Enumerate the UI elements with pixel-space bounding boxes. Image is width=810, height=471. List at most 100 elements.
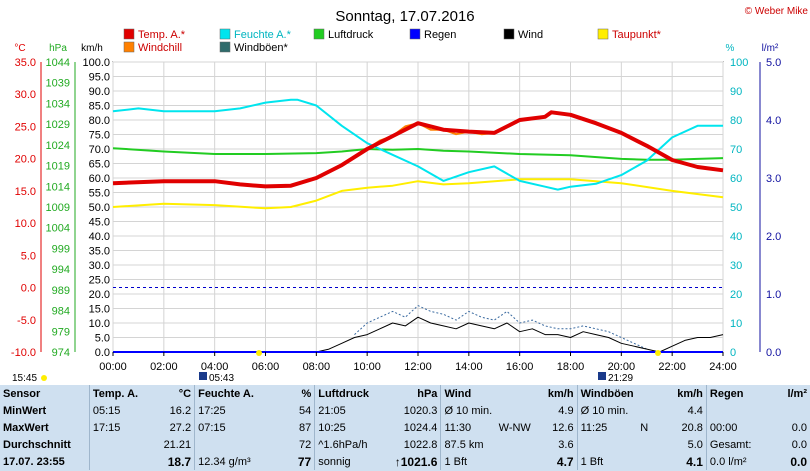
wind-axis-tick-9: 55.0 <box>89 188 110 200</box>
wind-axis-tick-1: 95.0 <box>89 72 110 84</box>
legend-swatch-3 <box>409 28 421 40</box>
stats-body: MinWert 05:15 16.2 17:25 54 21:05 1020.3 Ø 10 m… <box>0 402 810 470</box>
temp-axis-tick-4: 15.0 <box>15 186 36 198</box>
stats-cell-11 <box>637 436 663 453</box>
stats-cell-5: 10:25 <box>314 419 382 436</box>
hdr-press: Luftdruck <box>314 385 382 402</box>
weather-chart: Sonntag, 17.07.2016 © Weber Mike Temp. A… <box>10 6 809 384</box>
x-tick-11: 22:00 <box>658 361 686 373</box>
temp-axis-tick-8: -5.0 <box>17 315 36 327</box>
sun-dot-chart <box>256 350 262 356</box>
stats-cell-3: 07:15 <box>194 419 272 436</box>
stats-cell-9: 3.6 <box>558 438 574 451</box>
stats-cell-10 <box>576 436 638 453</box>
x-tick-8: 16:00 <box>506 361 534 373</box>
series-wind <box>113 316 724 353</box>
stats-row: MinWert 05:15 16.2 17:25 54 21:05 1020.3 Ø 10 m… <box>0 402 810 419</box>
pressure-axis-tick-0: 1044 <box>46 57 70 69</box>
series-windb-en <box>354 305 648 350</box>
stats-cell-11 <box>637 402 663 419</box>
stats-cell-4: 87 <box>298 421 312 434</box>
stats-cell-2: 27.2 <box>169 421 192 434</box>
stats-cell-4: 72 <box>298 438 312 451</box>
x-tick-10: 20:00 <box>608 361 636 373</box>
stats-cell-9: 12.6 <box>552 421 574 434</box>
rain-axis-tick-4: 1.0 <box>766 289 781 301</box>
stats-cell-3: 12.34 g/m³ <box>194 453 272 470</box>
brand-label: © Weber Mike <box>745 6 809 17</box>
stats-cell-13 <box>705 402 764 419</box>
wind-axis-tick-4: 80.0 <box>89 115 110 127</box>
rain-unit-label: l/m² <box>762 43 779 54</box>
hdr-wind: Wind <box>440 385 496 402</box>
temp-unit-label: °C <box>14 43 25 54</box>
wind-axis-tick-11: 45.0 <box>89 217 110 229</box>
stats-cell-9: 4.7 <box>556 454 574 469</box>
hdr-gust-unit: km/h <box>677 387 703 400</box>
axes: 35.0 30.0 25.0 20.0 15.0 10.0 5.0 0.0 -5.0 -10.0 1… <box>11 57 781 373</box>
pressure-axis-tick-9: 999 <box>52 243 70 255</box>
x-tick-9: 18:00 <box>557 361 585 373</box>
stats-cell-0: 17.07. 23:55 <box>3 455 65 468</box>
series-luftdruck <box>112 147 724 161</box>
stats-cell-8 <box>496 402 535 419</box>
legend-swatch-5 <box>597 28 609 40</box>
x-tick-6: 12:00 <box>404 361 432 373</box>
stats-cell-5: ^1.6hPa/h <box>314 436 382 453</box>
pressure-axis-tick-12: 984 <box>52 306 70 318</box>
legend-swatch-4 <box>503 28 515 40</box>
stats-cell-6: 1020.3 <box>403 404 438 417</box>
pressure-axis-tick-11: 989 <box>52 285 70 297</box>
unit-labels: °C hPa km/h % l/m² <box>14 43 779 54</box>
sunset-label: 21:29 <box>608 373 633 384</box>
humidity-axis-tick-0: 100 <box>730 57 748 69</box>
x-tick-5: 10:00 <box>353 361 381 373</box>
x-tick-3: 06:00 <box>252 361 280 373</box>
legend-label-7: Windböen* <box>234 42 289 54</box>
pressure-unit-label: hPa <box>49 43 67 54</box>
legend-swatch-0 <box>123 28 135 40</box>
series-taupunkt <box>112 178 724 210</box>
stats-row: Durchschnitt 21.21 72 ^1.6hPa/h 1022.8 87.5 k… <box>0 436 810 453</box>
humidity-axis-tick-1: 90 <box>730 86 742 98</box>
wind-axis-tick-7: 65.0 <box>89 159 110 171</box>
temp-axis-tick-6: 5.0 <box>21 250 36 262</box>
hdr-press-unit: hPa <box>417 387 438 400</box>
stats-cell-7: Ø 10 min. <box>440 402 496 419</box>
wind-axis-tick-5: 75.0 <box>89 130 110 142</box>
chart-title: Sonntag, 17.07.2016 <box>335 8 474 25</box>
left-time-label: 15:45 <box>12 373 37 384</box>
stats-cell-11: N <box>640 421 649 434</box>
stats-cell-4: 54 <box>298 404 312 417</box>
rain-axis-tick-3: 2.0 <box>766 231 781 243</box>
stats-header-row: Sensor Temp. A. °C Feuchte A. % Luftdruc… <box>0 385 810 402</box>
stats-cell-2: 21.21 <box>163 438 192 451</box>
wind-axis-tick-0: 100.0 <box>82 57 110 69</box>
stats-cell-5: sonnig <box>314 453 382 470</box>
temp-axis-tick-2: 25.0 <box>15 121 36 133</box>
legend-swatch-1 <box>219 28 231 40</box>
wind-axis-tick-2: 90.0 <box>89 86 110 98</box>
stats-cell-7: 87.5 km <box>440 436 496 453</box>
sun-dot-chart-evening <box>655 350 661 356</box>
stats-cell-10: Ø 10 min. <box>576 402 638 419</box>
stats-cell-10: 11:25 <box>576 419 638 436</box>
stats-row: 17.07. 23:55 18.7 12.34 g/m³ 77 sonnig ↑1021.… <box>0 453 810 470</box>
pressure-axis-tick-1: 1039 <box>46 78 70 90</box>
stats-cell-14 <box>763 402 810 419</box>
stats-cell-4: 77 <box>297 454 312 469</box>
hdr-rain: Regen <box>705 385 764 402</box>
x-tick-7: 14:00 <box>455 361 483 373</box>
sunrise-label: 05:43 <box>209 373 234 384</box>
grid <box>112 61 724 353</box>
hdr-sensor: Sensor <box>3 387 41 400</box>
legend: Temp. A.* Feuchte A.* Luftdruck Regen Wind Ta… <box>123 28 662 54</box>
temp-axis-tick-0: 35.0 <box>15 57 36 69</box>
wind-axis-tick-19: 5.0 <box>95 333 110 345</box>
stats-panel: Sensor Temp. A. °C Feuchte A. % Luftdruc… <box>0 385 810 471</box>
hdr-wind-unit: km/h <box>547 387 574 400</box>
hdr-temp-unit: °C <box>178 387 192 400</box>
stats-cell-6: 1024.4 <box>403 421 438 434</box>
x-tick-4: 08:00 <box>303 361 331 373</box>
temp-axis-tick-5: 10.0 <box>15 218 36 230</box>
